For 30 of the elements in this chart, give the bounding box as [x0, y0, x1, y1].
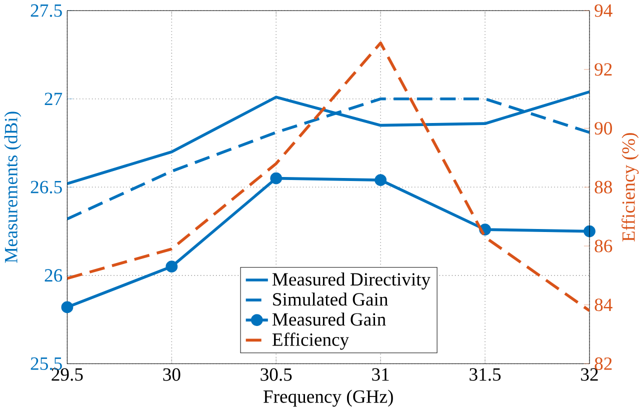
- point: [584, 225, 596, 238]
- x-tick-label: 30.5: [260, 368, 292, 381]
- y2-tick-label: 92: [594, 63, 612, 76]
- y-tick-label: 27: [44, 92, 62, 106]
- y2-tick-label: 94: [594, 4, 612, 17]
- x-axis-title: Frequency (GHz): [264, 390, 393, 407]
- point: [61, 301, 74, 314]
- y2-tick-label: 88: [594, 180, 612, 194]
- x-tick-label: 31: [372, 368, 389, 381]
- legend-label: Measured Directivity: [272, 272, 431, 290]
- x-tick-label: 31.5: [470, 368, 501, 381]
- x-tick-label: 30: [163, 368, 180, 381]
- x-tick-label: 29.5: [52, 368, 83, 381]
- y-tick-label: 26: [44, 269, 62, 282]
- y-tick-label: 25.5: [30, 357, 62, 370]
- y-tick-label: 27.5: [30, 4, 62, 17]
- legend-label: Efficiency: [272, 332, 350, 350]
- point: [270, 172, 282, 184]
- y2-tick-label: 84: [594, 298, 612, 312]
- y-tick-label: 26.5: [30, 180, 62, 194]
- point: [374, 174, 387, 186]
- y2-axis-title: Efficiency (%): [622, 133, 639, 242]
- y2-tick-label: 82: [594, 357, 612, 370]
- legend-label: Simulated Gain: [273, 292, 388, 306]
- x-tick-label: 32: [581, 368, 598, 381]
- y2-tick-label: 90: [594, 122, 612, 135]
- y2-tick-label: 86: [594, 240, 612, 252]
- y-axis-title: Measurements (dBi): [4, 112, 22, 263]
- point: [166, 260, 178, 273]
- legend-label: Measured Gain: [272, 312, 386, 326]
